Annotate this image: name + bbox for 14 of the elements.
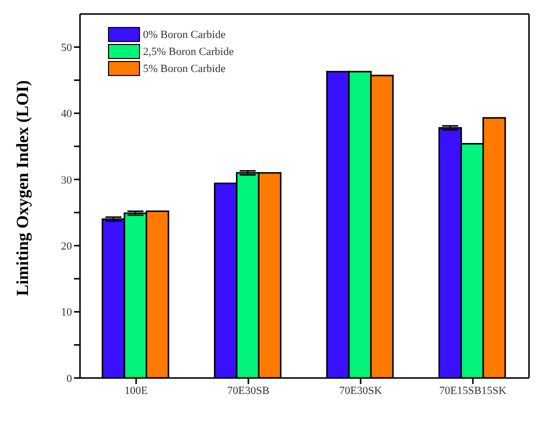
y-tick-label: 10	[61, 306, 72, 319]
y-tick-label: 20	[61, 240, 72, 253]
y-tick-label: 50	[61, 42, 72, 54]
y-tick-label: 0	[66, 372, 72, 385]
legend-label: 2,5% Boron Carbide	[143, 46, 234, 58]
x-tick-label: 70E15SB15SK	[439, 384, 507, 397]
x-tick-label: 100E	[124, 384, 148, 397]
y-tick-label: 40	[61, 108, 72, 120]
legend-label: 5% Boron Carbide	[143, 62, 226, 74]
x-tick-label: 70E30SK	[339, 384, 382, 397]
legend-label: 0% Boron Carbide	[143, 28, 226, 40]
y-axis-title: Limiting Oxygen Index (LOI)	[13, 80, 32, 296]
x-tick-label: 70E30SB	[227, 384, 270, 397]
y-tick-label: 30	[61, 174, 72, 186]
